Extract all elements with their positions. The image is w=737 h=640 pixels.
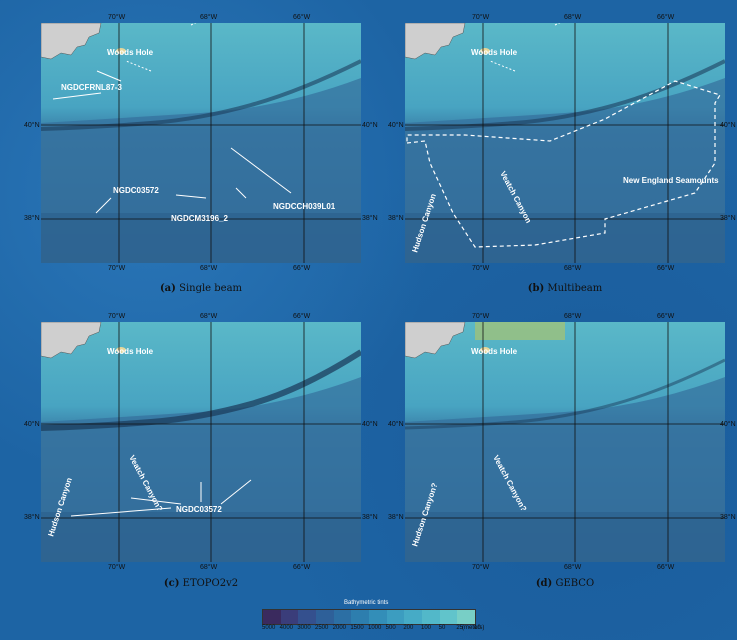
lon-tick: 66°W (293, 265, 311, 272)
legend-swatch (333, 610, 352, 624)
lat-tick: 38°N (388, 215, 404, 222)
annotation-ngdcch039l01: NGDCCH039L01 (273, 202, 336, 211)
legend-tick-label: 2000 (332, 625, 347, 631)
shelf-break (41, 59, 361, 131)
legend-swatch (263, 610, 281, 624)
lat-tick: 38°N (388, 514, 404, 521)
lon-tick: 68°W (564, 14, 582, 21)
graticule (41, 23, 361, 263)
legend-tick-label: 100 (421, 625, 432, 631)
lon-tick: 70°W (108, 564, 126, 571)
legend-swatch (422, 610, 440, 624)
lon-tick: 70°W (472, 564, 490, 571)
legend-tick-label: 3000 (297, 625, 311, 631)
caption-b: (b) Multibeam (527, 283, 603, 294)
place-label-woods-hole: Woods Hole (107, 48, 154, 57)
multibeam-coverage-outline (406, 80, 721, 248)
lat-tick: 40°N (720, 421, 736, 428)
caption-d: (d) GEBCO (535, 578, 595, 589)
lat-tick: 40°N (24, 421, 40, 428)
legend-title: Bathymetric tints (344, 600, 389, 606)
lon-tick: 66°W (657, 265, 675, 272)
abyssal-region (41, 213, 361, 263)
lon-tick: 66°W (293, 313, 311, 320)
lon-tick: 66°W (293, 14, 311, 21)
map-panel-a: Woods Hole NGDCFRNL87-3 NGDC03572 NGDCCH… (41, 23, 361, 263)
legend-tick-label: (meters) (462, 625, 485, 631)
legend-swatch (351, 610, 370, 624)
legend-ticks: 5000 4000 3000 2500 2000 1500 1000 500 200 100 50 2… (262, 625, 492, 635)
lat-tick: 38°N (24, 514, 40, 521)
lat-tick: 38°N (720, 215, 736, 222)
legend-tick-label: 10 (474, 625, 481, 631)
lat-tick: 40°N (720, 122, 736, 129)
lon-tick: 68°W (564, 313, 582, 320)
legend: Bathymetric tints 5000 4000 3000 2500 2000 15… (262, 600, 484, 638)
lon-tick: 68°W (564, 564, 582, 571)
lat-tick: 40°N (362, 421, 378, 428)
legend-swatch (316, 610, 334, 624)
lon-tick: 68°W (564, 265, 582, 272)
map-panel-d: Woods Hole Hudson Canyon? Veatch Canyon? (405, 322, 725, 562)
lon-tick: 68°W (200, 313, 218, 320)
lon-tick: 70°W (108, 265, 126, 272)
annotation-new-england-seamounts: New England Seamounts (623, 176, 719, 185)
lat-tick: 40°N (362, 122, 378, 129)
map-panel-b: Woods Hole Hudson Canyon Veatch Canyon N… (405, 23, 725, 263)
svg-text:Woods Hole: Woods Hole (107, 347, 154, 356)
legend-swatch (369, 610, 387, 624)
legend-tick-label: 2500 (315, 625, 329, 631)
annotation-ngdcm3196-2: NGDCM3196_2 (171, 214, 228, 223)
lat-tick: 40°N (388, 421, 404, 428)
legend-tick-label: 200 (403, 625, 414, 631)
lat-tick: 38°N (362, 514, 378, 521)
legend-swatch (457, 610, 476, 624)
lat-tick: 40°N (24, 122, 40, 129)
lat-tick: 38°N (24, 215, 40, 222)
legend-swatch (386, 610, 405, 624)
legend-tick-label: 1500 (350, 625, 364, 631)
lat-tick: 38°N (362, 215, 378, 222)
legend-tick-label: 1000 (368, 625, 382, 631)
legend-color-bar (262, 609, 476, 625)
lon-tick: 66°W (657, 14, 675, 21)
map-panel-c: Woods Hole Hudson Canyon Veatch Canyon? … (41, 322, 361, 562)
legend-swatch (404, 610, 423, 624)
legend-swatch (439, 610, 458, 624)
island (116, 48, 126, 54)
lon-tick: 66°W (657, 313, 675, 320)
caption-c: (c) ETOPO2v2 (163, 578, 239, 589)
annotation-ngdc03572: NGDC03572 (113, 186, 159, 195)
svg-text:Woods Hole: Woods Hole (471, 48, 518, 57)
lon-tick: 68°W (200, 14, 218, 21)
land-mass (41, 23, 102, 60)
lat-tick: 38°N (720, 514, 736, 521)
lon-tick: 70°W (472, 14, 490, 21)
legend-tick-label: 25 (456, 625, 464, 631)
legend-tick-label: 500 (385, 625, 396, 631)
lon-tick: 70°W (472, 313, 490, 320)
lon-tick: 66°W (293, 564, 311, 571)
legend-tick-label: 5000 (262, 625, 276, 631)
lon-tick: 70°W (108, 313, 126, 320)
svg-text:Woods Hole: Woods Hole (471, 347, 518, 356)
legend-swatch (280, 610, 299, 624)
lat-tick: 40°N (388, 122, 404, 129)
lon-tick: 68°W (200, 265, 218, 272)
lon-tick: 70°W (472, 265, 490, 272)
legend-swatch (298, 610, 317, 624)
annotation-ngdc03572: NGDC03572 (176, 505, 222, 514)
caption-a: (a) Single beam (159, 283, 243, 294)
lon-tick: 66°W (657, 564, 675, 571)
lon-tick: 68°W (200, 564, 218, 571)
legend-tick-label: 50 (438, 625, 446, 631)
legend-tick-label: 4000 (279, 625, 294, 631)
annotation-ngdcfrnl87-3: NGDCFRNL87-3 (61, 83, 122, 92)
lon-tick: 70°W (108, 14, 126, 21)
